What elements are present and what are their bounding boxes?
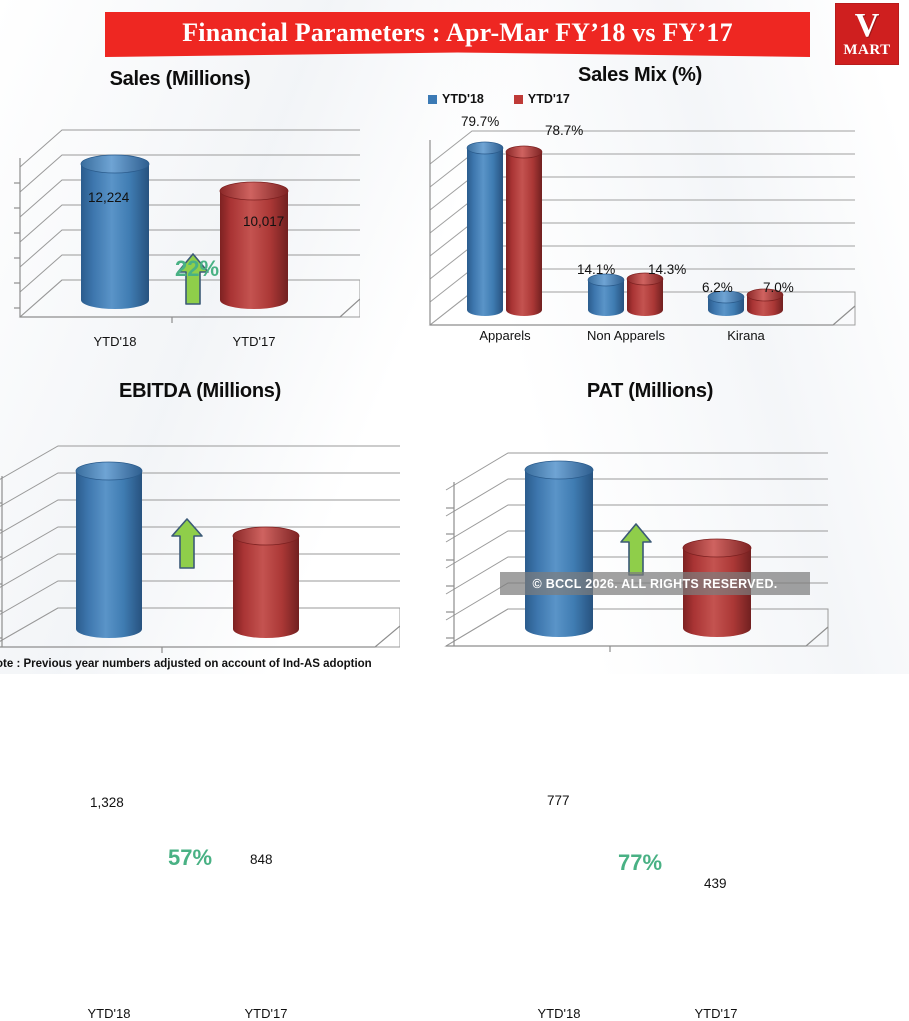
chart-legend-sales-mix: YTD'18 YTD'17 [428,92,570,106]
chart-title-sales-mix: Sales Mix (%) [578,64,702,86]
chart-panel-sales-mix: Sales Mix (%) YTD'18 YTD'17 [420,62,909,362]
logo-word-mart: MART [843,42,891,59]
chart-plot-pat [440,408,909,658]
slide-title-banner: Financial Parameters : Apr-Mar FY’18 vs … [105,12,810,57]
value-label-pat-ytd17: 439 [704,876,727,891]
growth-arrow-sales [177,253,209,305]
bar-mix-apparels-ytd18 [466,141,504,316]
bar-mix-apparels-ytd17 [505,145,543,316]
bar-mix-kirana-ytd18 [707,290,745,316]
category-label-ebitda-ytd18: YTD'18 [87,1006,131,1021]
value-label-ebitda-ytd18: 1,328 [90,795,124,810]
value-label-sales-ytd18: 12,224 [88,190,130,205]
ebitda-svg [0,445,400,653]
chart-plot-sales [0,96,360,366]
logo-letter-v: V [854,6,880,44]
copyright-text: © BCCL 2026. ALL RIGHTS RESERVED. [532,576,778,591]
sales-svg [14,129,360,323]
value-label-mix-nonapparels-ytd18: 14.1% [577,262,616,277]
category-label-pat-ytd18: YTD'18 [537,1006,581,1021]
value-label-sales-ytd17: 10,017 [243,214,285,229]
chart-title-ebitda: EBITDA (Millions) [119,380,281,402]
category-label-ebitda-ytd17: YTD'17 [244,1006,288,1021]
bar-pat-ytd18 [524,460,594,637]
footnote-text: ote : Previous year numbers adjusted on … [0,658,372,670]
chart-panel-pat: PAT (Millions) [440,372,909,1021]
bar-mix-kirana-ytd17 [746,288,784,316]
value-label-mix-kirana-ytd17: 7.0% [763,280,794,295]
growth-label-ebitda: 57% [168,845,213,870]
value-label-mix-kirana-ytd18: 6.2% [702,280,733,295]
category-label-pat-ytd17: YTD'17 [694,1006,738,1021]
growth-label-sales: 22% [175,256,220,281]
legend-swatch-ytd18 [428,94,437,104]
category-label-mix-kirana: Kirana [727,328,765,343]
chart-plot-ebitda [0,408,400,658]
chart-title-pat: PAT (Millions) [586,380,714,402]
value-label-mix-nonapparels-ytd17: 14.3% [648,262,687,277]
category-label-mix-nonapparels: Non Apparels [586,328,666,343]
chart-panel-sales: Sales (Millions) [0,62,360,362]
growth-label-pat: 77% [618,850,663,875]
legend-item-ytd18: YTD'18 [428,92,484,106]
bar-mix-nonapparels-ytd18 [587,273,625,316]
category-label-sales-ytd18: YTD'18 [93,334,137,349]
bar-ebitda-ytd17 [232,526,300,638]
legend-swatch-ytd17 [513,94,523,104]
chart-panel-ebitda: EBITDA (Millions) [0,372,400,1021]
bar-sales-ytd17 [219,181,289,309]
sales-mix-svg [428,130,856,326]
value-label-ebitda-ytd17: 848 [250,852,273,867]
bar-mix-nonapparels-ytd17 [626,272,664,316]
pat-svg [444,452,829,652]
category-label-mix-apparels: Apparels [479,328,531,343]
legend-label-ytd17: YTD'17 [527,92,570,106]
legend-label-ytd18: YTD'18 [442,92,484,106]
vmart-logo: V MART [835,3,899,65]
legend-item-ytd17: YTD'17 [513,92,570,106]
chart-title-sales: Sales (Millions) [109,68,251,90]
value-label-mix-apparels-ytd18: 79.7% [461,114,500,129]
growth-arrow-pat [620,523,652,576]
chart-plot-sales-mix [420,110,909,360]
page-title: Financial Parameters : Apr-Mar FY’18 vs … [182,18,733,47]
value-label-pat-ytd18: 777 [547,793,570,808]
bar-sales-ytd18 [80,154,150,309]
value-label-mix-apparels-ytd17: 78.7% [545,123,584,138]
bar-ebitda-ytd18 [75,461,143,638]
growth-arrow-ebitda [171,518,203,569]
category-label-sales-ytd17: YTD'17 [232,334,276,349]
copyright-watermark: © BCCL 2026. ALL RIGHTS RESERVED. [500,572,810,595]
